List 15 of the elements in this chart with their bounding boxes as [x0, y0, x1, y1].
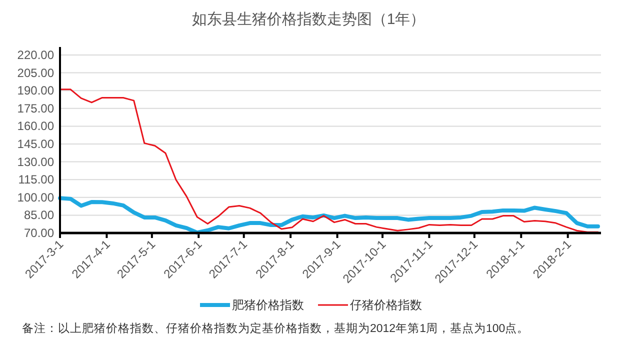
y-tick-label: 100.00 [17, 190, 54, 204]
legend-label: 仔猪价格指数 [350, 298, 422, 312]
y-tick-label: 205.00 [17, 66, 54, 80]
text: 备注：以上肥猪价格指数、仔猪价格指数为定基价格指数，基期为2012年第1周，基点为100点。 [22, 321, 530, 335]
y-tick-label: 145.00 [17, 137, 54, 151]
y-tick-label: 85.00 [24, 208, 54, 222]
y-tick-label: 190.00 [17, 84, 54, 98]
chart-title: 如东县生猪价格指数走势图（1年） [192, 11, 426, 28]
y-tick-label: 160.00 [17, 119, 54, 134]
y-tick-label: 220.00 [17, 48, 54, 62]
y-tick-label: 175.00 [17, 101, 54, 116]
y-tick-label: 130.00 [17, 154, 54, 169]
legend-label: 肥猪价格指数 [232, 298, 304, 312]
y-tick-label: 115.00 [18, 172, 54, 187]
y-tick-label: 70.00 [24, 226, 54, 240]
